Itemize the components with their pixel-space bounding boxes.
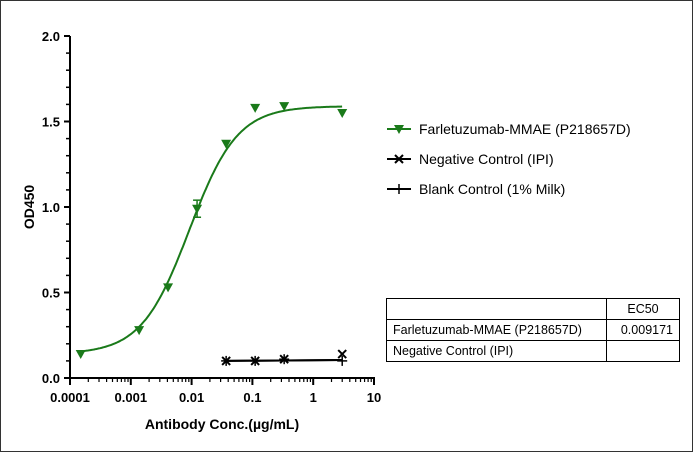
x-tick-label: 0.1 xyxy=(243,390,261,405)
triangle-down-marker xyxy=(163,283,174,293)
y-tick-label: 1.0 xyxy=(42,200,60,215)
table-header-row: EC50 xyxy=(386,298,680,320)
table-cell xyxy=(386,298,607,320)
triangle-down-marker xyxy=(337,108,348,118)
legend-label: Farletuzumab-MMAE (P218657D) xyxy=(419,121,631,137)
fit-curve xyxy=(80,105,343,353)
legend-label: Blank Control (1% Milk) xyxy=(419,181,565,197)
y-tick-label: 0.5 xyxy=(42,286,60,301)
triangle-down-marker xyxy=(394,125,404,134)
y-tick-label: 1.5 xyxy=(42,115,60,130)
triangle-down-marker xyxy=(75,350,86,360)
x-axis-label: Antibody Conc.(µg/mL) xyxy=(145,416,299,432)
x-tick-label: 1 xyxy=(310,390,317,405)
x-tick-label: 0.0001 xyxy=(50,390,90,405)
x-tick-label: 10 xyxy=(367,390,381,405)
series-2 xyxy=(221,354,348,366)
ec50-table: EC50 Farletuzumab-MMAE (P218657D) 0.0091… xyxy=(386,298,680,362)
table-row: Farletuzumab-MMAE (P218657D) 0.009171 xyxy=(386,319,680,341)
table-cell: 0.009171 xyxy=(606,319,680,341)
table-cell xyxy=(606,340,680,362)
y-tick-label: 2.0 xyxy=(42,29,60,44)
x-tick-label: 0.001 xyxy=(115,390,148,405)
triangle-down-marker xyxy=(134,326,145,336)
triangle-down-marker xyxy=(192,204,203,214)
y-axis-label: OD450 xyxy=(21,185,37,230)
table-header-ec50: EC50 xyxy=(606,298,680,320)
legend-item-2: Blank Control (1% Milk) xyxy=(387,181,565,197)
triangle-down-marker xyxy=(221,139,232,149)
x-tick-label: 0.01 xyxy=(179,390,204,405)
table-cell: Farletuzumab-MMAE (P218657D) xyxy=(386,319,607,341)
legend-item-1: Negative Control (IPI) xyxy=(387,151,554,167)
table-row: Negative Control (IPI) xyxy=(386,340,680,362)
y-tick-label: 0.0 xyxy=(42,371,60,386)
legend-item-0: Farletuzumab-MMAE (P218657D) xyxy=(387,121,631,137)
table-cell: Negative Control (IPI) xyxy=(386,340,607,362)
x-marker xyxy=(394,154,404,164)
triangle-down-marker xyxy=(279,102,290,112)
x-marker xyxy=(337,349,347,359)
series-0 xyxy=(75,102,348,360)
legend-label: Negative Control (IPI) xyxy=(419,151,554,167)
triangle-down-marker xyxy=(250,103,261,113)
